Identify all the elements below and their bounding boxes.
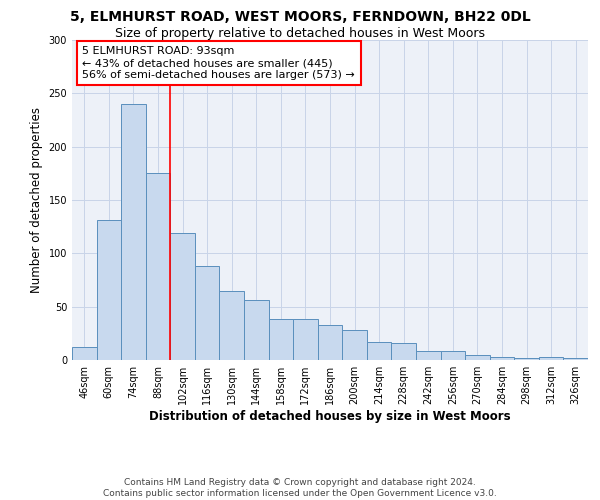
Text: Size of property relative to detached houses in West Moors: Size of property relative to detached ho… [115,28,485,40]
Bar [121,104,146,360]
Bar [170,233,195,360]
Text: Contains HM Land Registry data © Crown copyright and database right 2024.
Contai: Contains HM Land Registry data © Crown c… [103,478,497,498]
Bar [269,320,293,360]
Bar [220,290,244,360]
Bar [195,266,220,360]
Bar [416,352,440,360]
Bar [97,220,121,360]
Bar [514,358,539,360]
Bar [293,320,318,360]
Text: 5, ELMHURST ROAD, WEST MOORS, FERNDOWN, BH22 0DL: 5, ELMHURST ROAD, WEST MOORS, FERNDOWN, … [70,10,530,24]
Bar [440,352,465,360]
Y-axis label: Number of detached properties: Number of detached properties [30,107,43,293]
Bar [146,174,170,360]
Bar [391,343,416,360]
Bar [318,325,342,360]
Bar [244,300,269,360]
Bar [563,358,588,360]
X-axis label: Distribution of detached houses by size in West Moors: Distribution of detached houses by size … [149,410,511,423]
Bar [465,354,490,360]
Bar [490,357,514,360]
Bar [72,347,97,360]
Bar [342,330,367,360]
Bar [539,357,563,360]
Text: 5 ELMHURST ROAD: 93sqm
← 43% of detached houses are smaller (445)
56% of semi-de: 5 ELMHURST ROAD: 93sqm ← 43% of detached… [82,46,355,80]
Bar [367,342,391,360]
